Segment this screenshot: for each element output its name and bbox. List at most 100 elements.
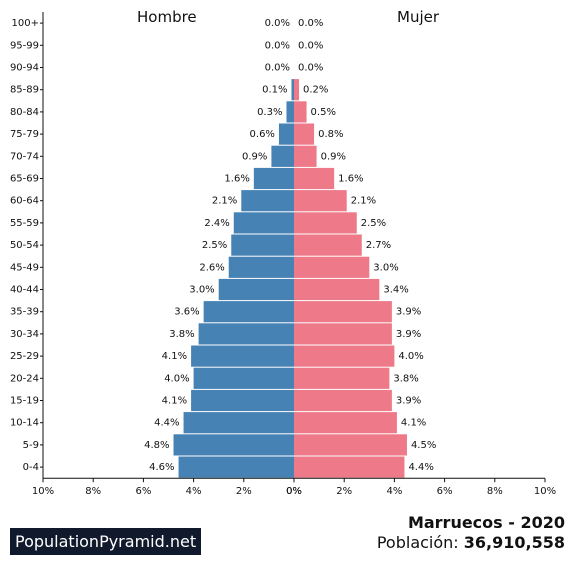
label-female-10-14: 4.1% xyxy=(401,418,426,429)
label-male-15-19: 4.1% xyxy=(162,396,187,407)
label-male-75-79: 0.6% xyxy=(250,129,275,140)
x-tick-label-male-4: 2% xyxy=(236,486,252,497)
population-total: Población: 36,910,558 xyxy=(377,533,565,552)
x-tick-label-male-1: 8% xyxy=(85,486,101,497)
bar-female-85-89 xyxy=(294,79,300,101)
label-male-85-89: 0.1% xyxy=(262,85,287,96)
bar-female-0-4 xyxy=(294,456,405,478)
label-male-45-49: 2.6% xyxy=(199,262,224,273)
bar-female-30-34 xyxy=(294,323,392,345)
population-label: Población: xyxy=(376,533,459,552)
age-label-30-34: 30-34 xyxy=(10,329,39,340)
age-label-90-94: 90-94 xyxy=(10,63,39,74)
male-title: Hombre xyxy=(137,8,197,26)
age-label-70-74: 70-74 xyxy=(10,151,39,162)
label-female-30-34: 3.9% xyxy=(396,329,421,340)
bar-female-70-74 xyxy=(294,145,317,167)
population-pyramid-chart: 0.0% 0.0% 100+ 0.0% 0.0% 95-99 0.0% 0.0% 90-94 0.… xyxy=(10,12,556,497)
label-female-70-74: 0.9% xyxy=(321,151,346,162)
x-tick-label-female-2: 4% xyxy=(386,486,402,497)
label-male-40-44: 3.0% xyxy=(189,285,214,296)
label-female-85-89: 0.2% xyxy=(303,85,328,96)
bar-female-15-19 xyxy=(294,389,392,412)
age-label-85-89: 85-89 xyxy=(10,85,39,96)
label-male-70-74: 0.9% xyxy=(242,151,267,162)
label-male-65-69: 1.6% xyxy=(224,174,249,185)
age-label-95-99: 95-99 xyxy=(10,40,39,51)
label-female-15-19: 3.9% xyxy=(396,396,421,407)
label-female-50-54: 2.7% xyxy=(366,240,391,251)
label-male-35-39: 3.6% xyxy=(174,307,199,318)
bar-male-60-64 xyxy=(241,190,294,212)
bar-male-35-39 xyxy=(203,301,294,323)
label-male-95-99: 0.0% xyxy=(265,40,290,51)
label-male-55-59: 2.4% xyxy=(204,218,229,229)
label-male-80-84: 0.3% xyxy=(257,107,282,118)
age-label-60-64: 60-64 xyxy=(10,196,39,207)
age-label-100+: 100+ xyxy=(12,18,39,29)
label-male-25-29: 4.1% xyxy=(162,351,187,362)
population-value: 36,910,558 xyxy=(463,533,565,552)
x-tick-label-male-5: 0% xyxy=(286,486,302,497)
label-female-45-49: 3.0% xyxy=(373,262,398,273)
label-male-60-64: 2.1% xyxy=(212,196,237,207)
female-title: Mujer xyxy=(397,8,440,26)
label-female-25-29: 4.0% xyxy=(398,351,423,362)
age-label-65-69: 65-69 xyxy=(10,174,39,185)
label-female-40-44: 3.4% xyxy=(383,285,408,296)
bar-male-75-79 xyxy=(278,123,294,145)
label-female-65-69: 1.6% xyxy=(338,174,363,185)
bar-female-25-29 xyxy=(294,345,395,367)
age-label-80-84: 80-84 xyxy=(10,107,39,118)
bar-male-15-19 xyxy=(191,389,294,412)
label-male-5-9: 4.8% xyxy=(144,440,169,451)
bar-female-20-24 xyxy=(294,367,390,389)
x-tick-label-male-3: 4% xyxy=(186,486,202,497)
bar-female-10-14 xyxy=(294,412,397,434)
label-male-50-54: 2.5% xyxy=(202,240,227,251)
bar-male-80-84 xyxy=(286,101,294,123)
bar-male-65-69 xyxy=(253,167,294,190)
bar-female-65-69 xyxy=(294,167,335,190)
label-female-55-59: 2.5% xyxy=(361,218,386,229)
label-male-30-34: 3.8% xyxy=(169,329,194,340)
bar-male-0-4 xyxy=(178,456,294,478)
age-label-10-14: 10-14 xyxy=(10,418,39,429)
age-label-25-29: 25-29 xyxy=(10,351,39,362)
bar-male-85-89 xyxy=(291,79,294,101)
bar-male-20-24 xyxy=(193,367,294,389)
brand-logo[interactable]: PopulationPyramid.net xyxy=(10,528,202,555)
country-year: Marruecos - 2020 xyxy=(407,513,565,532)
label-female-5-9: 4.5% xyxy=(411,440,436,451)
x-tick-label-female-1: 2% xyxy=(336,486,352,497)
age-label-20-24: 20-24 xyxy=(10,373,39,384)
x-tick-label-male-2: 6% xyxy=(135,486,151,497)
label-female-0-4: 4.4% xyxy=(408,462,433,473)
bar-male-5-9 xyxy=(173,434,294,456)
bar-female-75-79 xyxy=(294,123,315,145)
bar-female-50-54 xyxy=(294,234,362,256)
label-male-100+: 0.0% xyxy=(265,18,290,29)
x-tick-label-female-5: 10% xyxy=(534,486,556,497)
label-female-75-79: 0.8% xyxy=(318,129,343,140)
x-tick-label-female-0: 0% xyxy=(286,486,302,497)
age-label-15-19: 15-19 xyxy=(10,396,39,407)
bar-female-40-44 xyxy=(294,278,380,301)
label-male-90-94: 0.0% xyxy=(265,63,290,74)
label-female-100+: 0.0% xyxy=(298,18,323,29)
label-female-80-84: 0.5% xyxy=(311,107,336,118)
label-male-0-4: 4.6% xyxy=(149,462,174,473)
label-female-35-39: 3.9% xyxy=(396,307,421,318)
age-label-55-59: 55-59 xyxy=(10,218,39,229)
bar-male-25-29 xyxy=(191,345,294,367)
label-female-90-94: 0.0% xyxy=(298,63,323,74)
bar-female-45-49 xyxy=(294,256,370,278)
x-tick-label-male-0: 10% xyxy=(32,486,54,497)
age-label-40-44: 40-44 xyxy=(10,285,39,296)
bar-male-70-74 xyxy=(271,145,294,167)
age-label-45-49: 45-49 xyxy=(10,262,39,273)
label-male-10-14: 4.4% xyxy=(154,418,179,429)
bar-male-50-54 xyxy=(231,234,294,256)
bar-male-10-14 xyxy=(183,412,294,434)
x-tick-label-female-4: 8% xyxy=(487,486,503,497)
